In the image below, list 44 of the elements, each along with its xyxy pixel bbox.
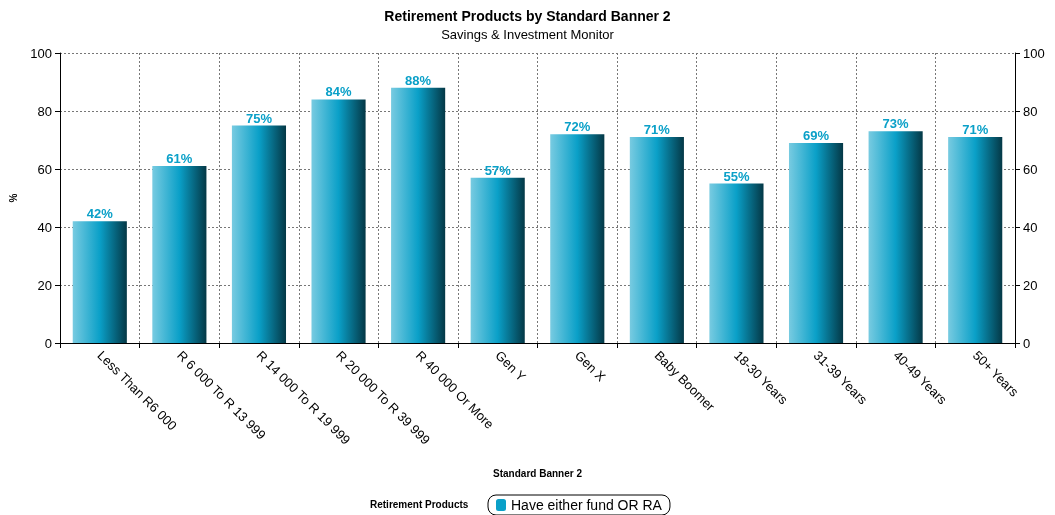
x-axis-title: Standard Banner 2 xyxy=(493,467,583,479)
data-label: 75% xyxy=(245,110,273,126)
data-label: 88% xyxy=(405,72,432,88)
data-label: 61% xyxy=(166,151,193,167)
y-tick-label: 40 xyxy=(37,219,52,235)
bar xyxy=(868,131,923,343)
x-tick-label: Gen X xyxy=(571,347,609,385)
bar xyxy=(470,177,525,343)
legend-label: Have either fund OR RA xyxy=(511,497,663,513)
bar xyxy=(788,142,844,343)
y-tick-label: 60 xyxy=(37,161,52,177)
bar xyxy=(231,125,287,343)
bar xyxy=(629,137,684,343)
bar xyxy=(72,221,127,343)
bar xyxy=(550,134,605,343)
chart-title: Retirement Products by Standard Banner 2 xyxy=(384,8,671,24)
x-tick-label: Gen Y xyxy=(492,347,530,385)
data-label: 42% xyxy=(86,206,114,222)
bar xyxy=(948,137,1003,343)
data-label: 73% xyxy=(882,116,910,132)
bar xyxy=(709,183,764,343)
y-tick-label: 0 xyxy=(44,335,52,351)
bar xyxy=(391,87,446,343)
legend-title: Retirement Products xyxy=(370,498,469,510)
y-tick-label: 80 xyxy=(37,103,52,119)
y-axis-title: % xyxy=(7,193,19,203)
y2-tick-label: 60 xyxy=(1023,161,1038,177)
y2-tick-label: 80 xyxy=(1023,103,1038,119)
data-label: 72% xyxy=(564,119,591,135)
data-label: 55% xyxy=(723,168,750,184)
data-label: 84% xyxy=(325,84,352,100)
y2-tick-label: 100 xyxy=(1023,45,1045,61)
data-label: 71% xyxy=(643,122,671,138)
y-tick-label: 100 xyxy=(30,45,52,61)
data-label: 57% xyxy=(484,162,512,178)
bar xyxy=(152,166,207,343)
data-label: 69% xyxy=(803,127,830,143)
data-label: 71% xyxy=(962,122,989,138)
y2-tick-label: 40 xyxy=(1023,219,1038,235)
y-tick-label: 20 xyxy=(37,277,52,293)
chart-subtitle: Savings & Investment Monitor xyxy=(441,27,615,42)
bar xyxy=(311,99,366,343)
y2-tick-label: 0 xyxy=(1023,335,1031,351)
y2-tick-label: 20 xyxy=(1023,277,1038,293)
